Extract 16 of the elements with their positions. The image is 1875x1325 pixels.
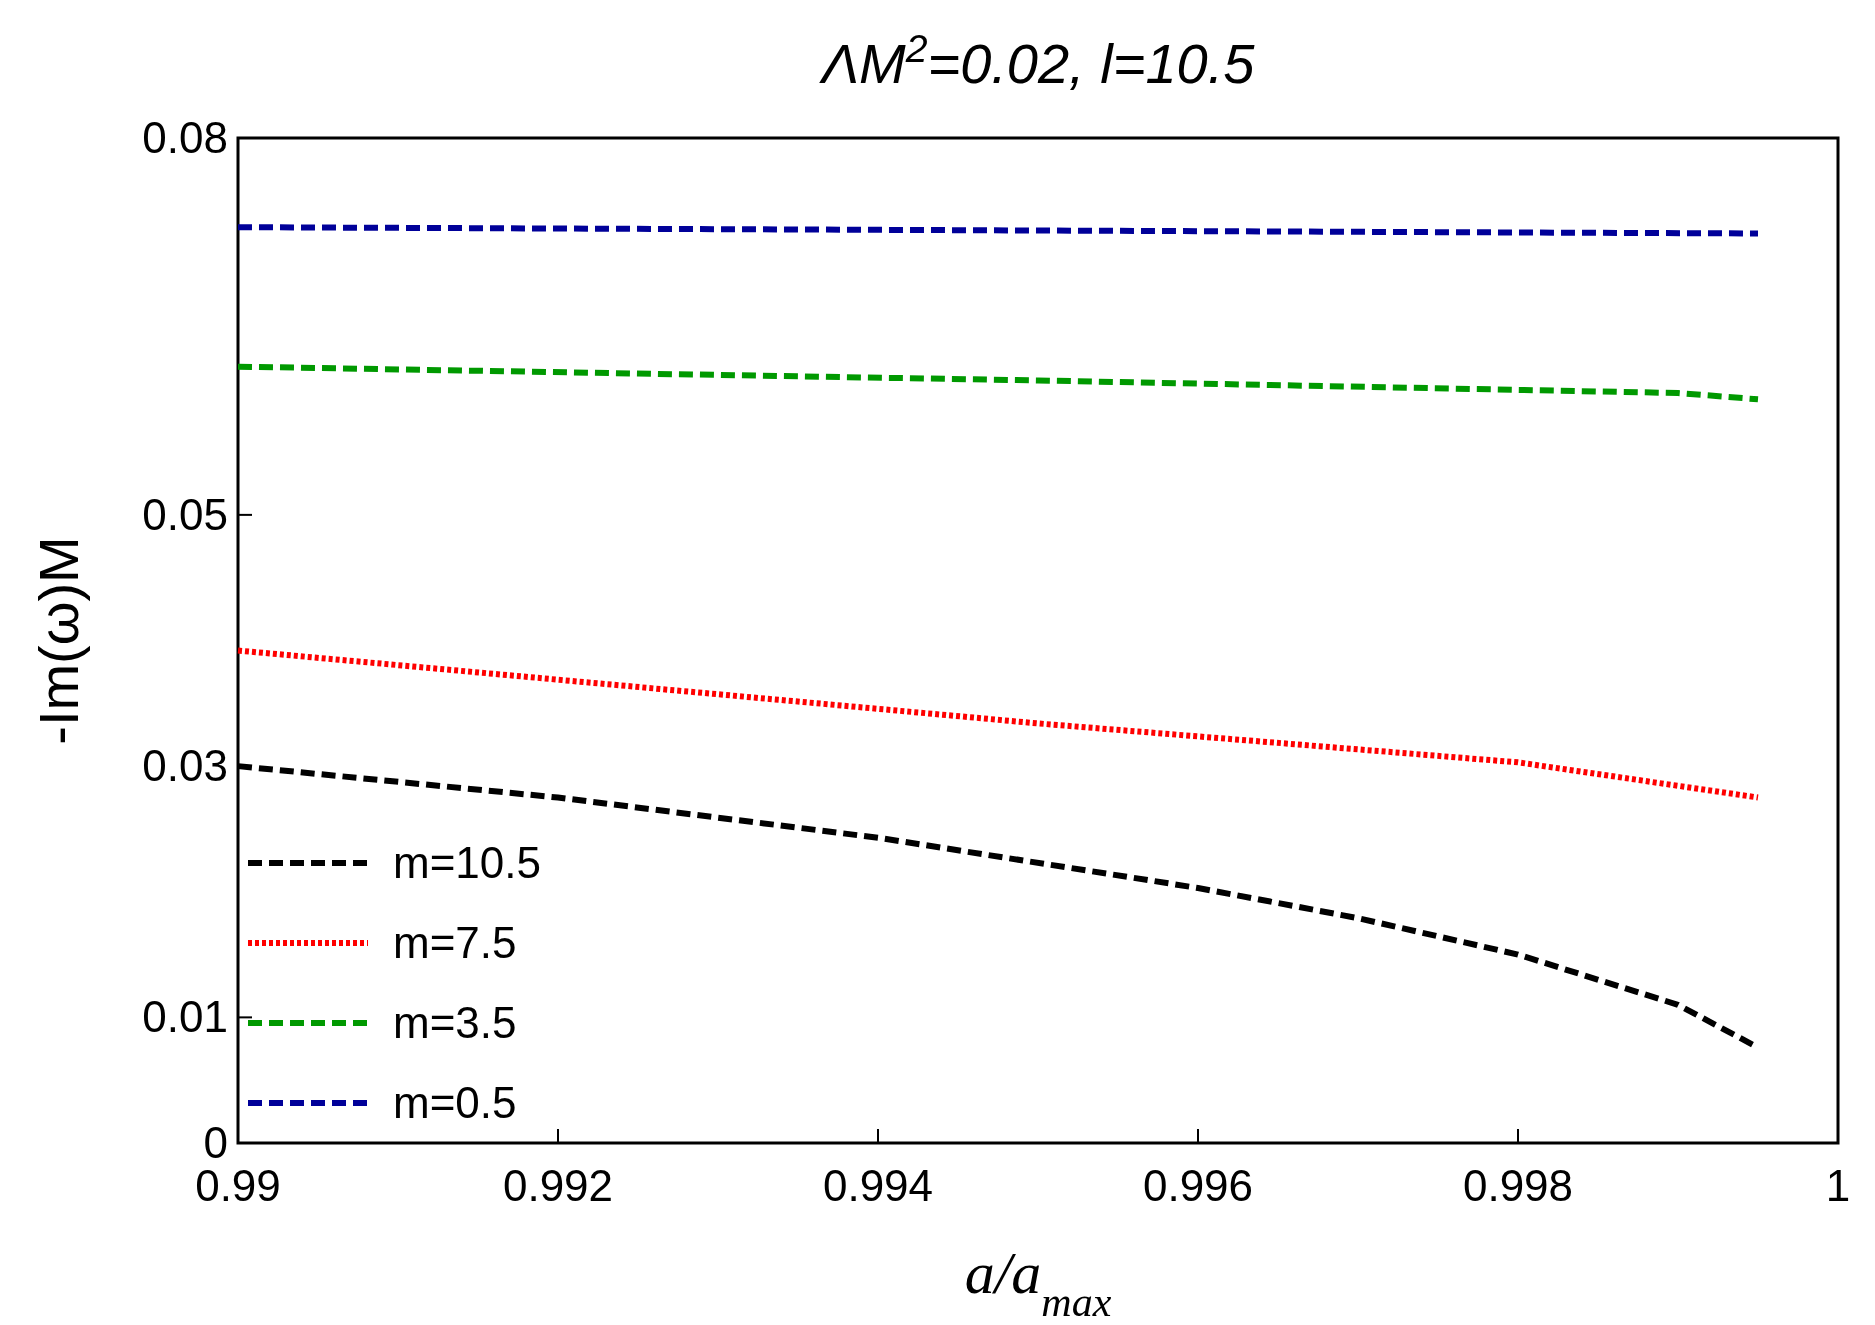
y-tick-label: 0.01 — [142, 992, 228, 1042]
legend-label: m=10.5 — [393, 838, 541, 887]
y-tick-label: 0.08 — [142, 113, 228, 162]
x-tick-label: 0.998 — [1462, 1161, 1574, 1210]
y-tick-label: 0.05 — [142, 489, 228, 539]
legend-label: m=0.5 — [393, 1078, 517, 1127]
x-axis-title: a/a$_{max}$ — [964, 1240, 1112, 1325]
x-tick-label: 0.994 — [822, 1161, 934, 1210]
y-tick-label: 0.03 — [142, 741, 228, 791]
legend-label: m=3.5 — [393, 998, 517, 1047]
chart-title: ΛM$^{2}$=0.02, l=10.5 — [818, 26, 1256, 95]
x-tick-label: 0.992 — [502, 1161, 614, 1210]
y-axis-title: -Im(ω)M — [27, 536, 90, 745]
legend-label: m=7.5 — [393, 918, 517, 967]
x-tick-label: 1 — [1825, 1161, 1851, 1210]
x-tick-label: 0.996 — [1142, 1161, 1254, 1210]
